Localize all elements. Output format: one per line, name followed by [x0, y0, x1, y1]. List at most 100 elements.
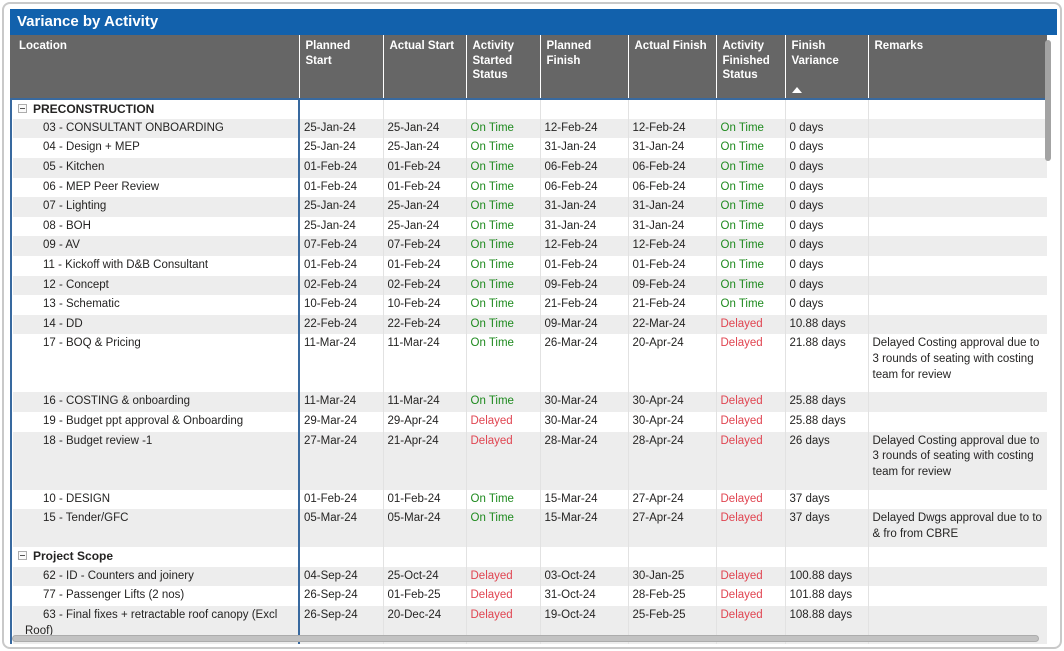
group-row[interactable]: PRECONSTRUCTION — [10, 99, 1047, 119]
cell-af: 06-Feb-24 — [627, 177, 716, 198]
cell-loc: 06 - MEP Peer Review — [13, 177, 300, 198]
table-row[interactable]: 10 - DESIGN 01-Feb-24 01-Feb-24 On Time 15-M… — [10, 489, 1047, 510]
table-row[interactable]: 18 - Budget review -1 27-Mar-24 21-Apr-24 D… — [10, 431, 1047, 490]
cell-fs: Delayed — [715, 392, 785, 412]
cell-fv: 101.88 days — [784, 586, 868, 606]
horizontal-scrollbar-thumb[interactable] — [12, 635, 1039, 642]
cell-rem — [867, 275, 1047, 296]
cell-loc: 18 - Budget review -1 — [13, 431, 300, 490]
column-header-label: Remarks — [874, 40, 924, 52]
table-row[interactable]: 12 - Concept 02-Feb-24 02-Feb-24 On Time 09-… — [10, 275, 1047, 296]
row-edge-cell — [10, 177, 13, 198]
column-header-label: Activity Started Status — [472, 40, 515, 81]
cell-as: 01-Feb-24 — [382, 157, 466, 178]
empty-cell — [784, 99, 868, 119]
cell-as: 07-Feb-24 — [382, 236, 466, 256]
table-row[interactable]: 62 - ID - Counters and joinery 04-Sep-24 2… — [10, 566, 1047, 587]
collapse-icon[interactable] — [18, 551, 27, 561]
cell-af: 30-Apr-24 — [627, 411, 716, 432]
table-row[interactable]: 06 - MEP Peer Review 01-Feb-24 01-Feb-24 On… — [10, 177, 1047, 198]
empty-cell — [539, 99, 628, 119]
column-header-ss[interactable]: Activity Started Status — [465, 35, 540, 99]
table-row[interactable]: 13 - Schematic 10-Feb-24 10-Feb-24 On Time 2… — [10, 295, 1047, 315]
cell-fv: 0 days — [784, 157, 868, 178]
row-edge-cell — [10, 489, 13, 510]
table-row[interactable]: 14 - DD 22-Feb-24 22-Feb-24 On Time 09-Mar-2… — [10, 314, 1047, 335]
table-row[interactable]: 16 - COSTING & onboarding 11-Mar-24 11-Mar… — [10, 392, 1047, 412]
table-row[interactable]: 77 - Passenger Lifts (2 nos) 26-Sep-24 01-… — [10, 586, 1047, 606]
cell-fv: 26 days — [784, 431, 868, 490]
cell-as: 02-Feb-24 — [382, 275, 466, 296]
empty-cell — [627, 99, 716, 119]
cell-loc: 15 - Tender/GFC — [13, 509, 300, 548]
cell-ss: On Time — [465, 509, 540, 548]
column-header-label: Planned Start — [305, 40, 351, 67]
column-header-fs[interactable]: Activity Finished Status — [715, 35, 785, 99]
table-row[interactable]: 15 - Tender/GFC 05-Mar-24 05-Mar-24 On Time… — [10, 509, 1047, 548]
cell-loc: 10 - DESIGN — [13, 489, 300, 510]
cell-af: 31-Jan-24 — [627, 197, 716, 217]
cell-ps: 01-Feb-24 — [298, 177, 383, 198]
row-edge-cell — [10, 314, 13, 335]
cell-pf: 06-Feb-24 — [539, 177, 628, 198]
row-edge-cell — [10, 99, 13, 119]
empty-cell — [539, 547, 628, 567]
column-header-label: Finish Variance — [791, 40, 839, 67]
cell-loc: 04 - Design + MEP — [13, 138, 300, 158]
group-header-cell: PRECONSTRUCTION — [13, 99, 300, 119]
column-header-pf[interactable]: Planned Finish — [539, 35, 628, 99]
column-header-loc[interactable]: Location — [13, 35, 299, 99]
collapse-icon[interactable] — [18, 104, 27, 113]
vertical-scrollbar-thumb[interactable] — [1045, 40, 1051, 161]
table-row[interactable]: 19 - Budget ppt approval & Onboarding 29-… — [10, 411, 1047, 432]
cell-af: 30-Jan-25 — [627, 566, 716, 587]
table-row[interactable]: 05 - Kitchen 01-Feb-24 01-Feb-24 On Time 06-… — [10, 157, 1047, 178]
table-row[interactable]: 03 - CONSULTANT ONBOARDING 25-Jan-24 25-Ja… — [10, 118, 1047, 139]
cell-pf: 01-Feb-24 — [539, 255, 628, 276]
cell-ps: 10-Feb-24 — [298, 295, 383, 315]
table-row[interactable]: 09 - AV 07-Feb-24 07-Feb-24 On Time 12-Feb-2… — [10, 236, 1047, 256]
column-header-fv[interactable]: Finish Variance — [784, 35, 868, 99]
cell-ss: On Time — [465, 236, 540, 256]
column-header-label: Planned Finish — [546, 40, 592, 67]
cell-af: 12-Feb-24 — [627, 118, 716, 139]
cell-fs: On Time — [715, 138, 785, 158]
cell-rem: Delayed Costing approval due to 3 rounds… — [867, 431, 1047, 490]
table-row[interactable]: 11 - Kickoff with D&B Consultant 01-Feb-2… — [10, 255, 1047, 276]
column-header-ps[interactable]: Planned Start — [298, 35, 383, 99]
cell-fv: 0 days — [784, 118, 868, 139]
cell-ss: On Time — [465, 177, 540, 198]
cell-rem: Delayed Costing approval due to 3 rounds… — [867, 334, 1047, 393]
cell-ps: 04-Sep-24 — [298, 566, 383, 587]
empty-cell — [784, 547, 868, 567]
cell-pf: 06-Feb-24 — [539, 157, 628, 178]
cell-rem — [867, 295, 1047, 315]
table-row[interactable]: 08 - BOH 25-Jan-24 25-Jan-24 On Time 31-Jan-… — [10, 216, 1047, 237]
column-header-row: Location Planned Start Actual Start Activit… — [10, 35, 1047, 99]
table-row[interactable]: 07 - Lighting 25-Jan-24 25-Jan-24 On Time 31… — [10, 197, 1047, 217]
column-header-af[interactable]: Actual Finish — [627, 35, 716, 99]
table-row[interactable]: 17 - BOQ & Pricing 11-Mar-24 11-Mar-24 On T… — [10, 334, 1047, 393]
cell-ss: Delayed — [465, 566, 540, 587]
cell-rem — [867, 216, 1047, 237]
cell-ss: On Time — [465, 275, 540, 296]
cell-rem — [867, 236, 1047, 256]
cell-as: 29-Apr-24 — [382, 411, 466, 432]
column-header-as[interactable]: Actual Start — [382, 35, 466, 99]
cell-as: 05-Mar-24 — [382, 509, 466, 548]
table-row[interactable]: 04 - Design + MEP 25-Jan-24 25-Jan-24 On Ti… — [10, 138, 1047, 158]
group-header-cell: Project Scope — [13, 547, 300, 567]
row-edge-cell — [10, 236, 13, 256]
empty-cell — [867, 547, 1047, 567]
column-header-rem[interactable]: Remarks — [867, 35, 1047, 99]
cell-fs: On Time — [715, 118, 785, 139]
cell-af: 22-Mar-24 — [627, 314, 716, 335]
cell-fv: 0 days — [784, 138, 868, 158]
group-row[interactable]: Project Scope — [10, 547, 1047, 567]
cell-as: 22-Feb-24 — [382, 314, 466, 335]
empty-cell — [382, 547, 466, 567]
cell-af: 31-Jan-24 — [627, 216, 716, 237]
cell-loc: 77 - Passenger Lifts (2 nos) — [13, 586, 300, 606]
cell-ps: 02-Feb-24 — [298, 275, 383, 296]
cell-as: 01-Feb-24 — [382, 255, 466, 276]
